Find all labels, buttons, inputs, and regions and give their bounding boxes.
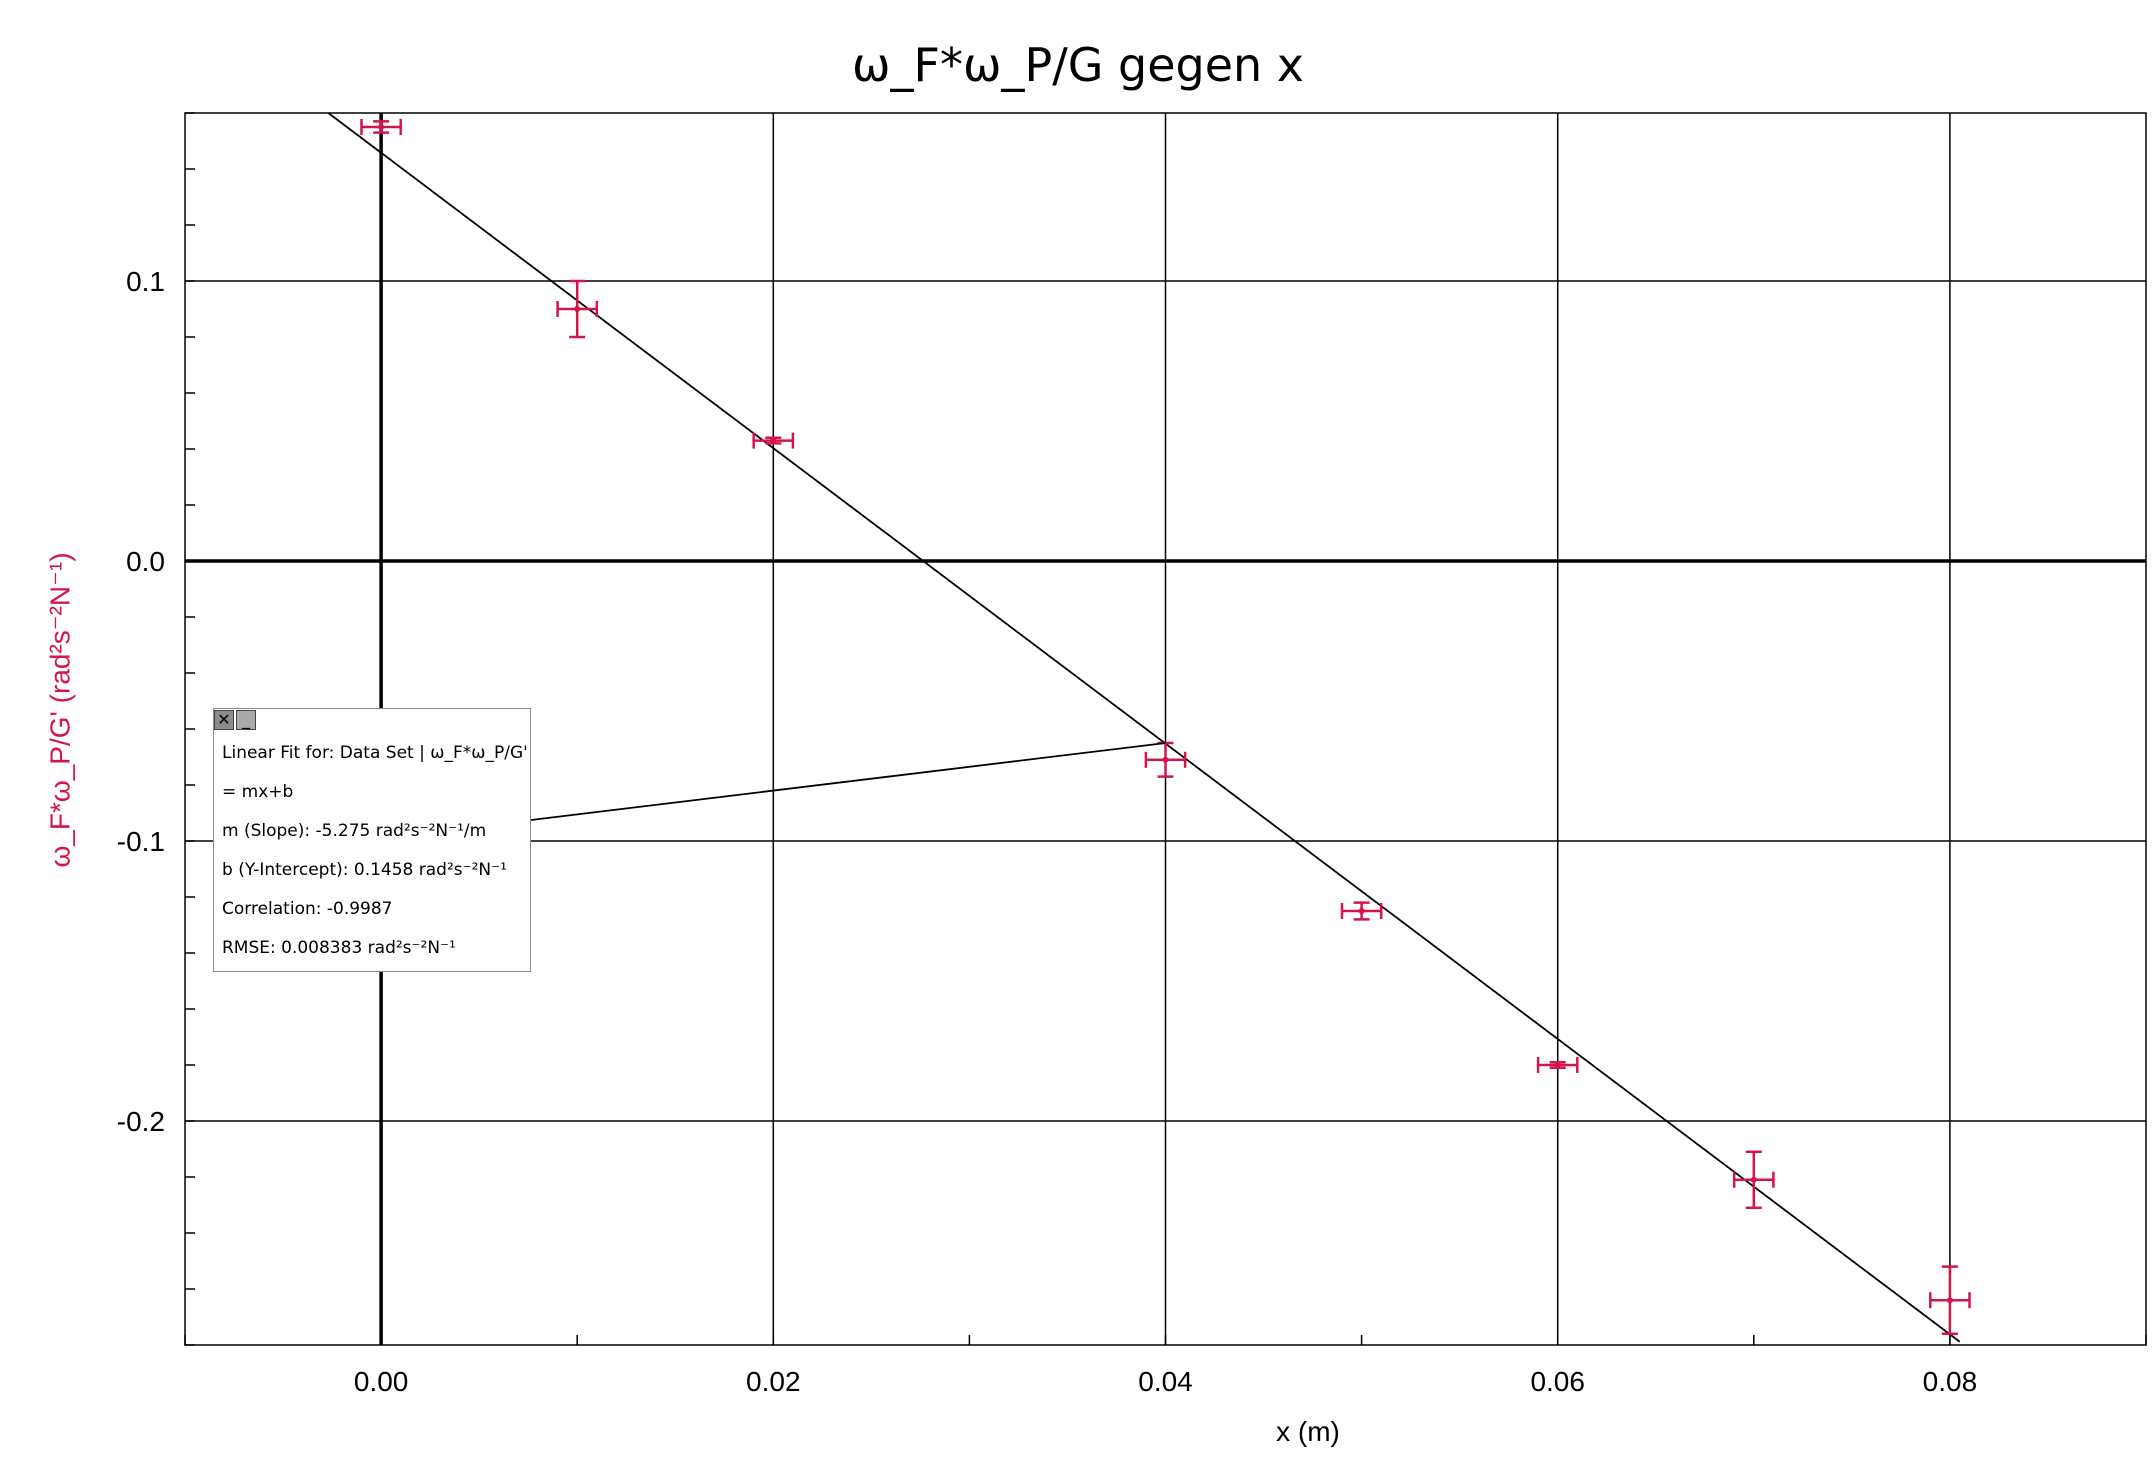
y-tick-label: -0.1 xyxy=(117,826,165,857)
point-marker xyxy=(574,306,581,312)
fit-line xyxy=(327,112,1961,1343)
point-marker xyxy=(1946,1297,1953,1304)
x-tick-label: 0.04 xyxy=(1138,1366,1193,1397)
fit-intercept: b (Y-Intercept): 0.1458 rad²s⁻²N⁻¹ xyxy=(222,860,507,880)
y-tick-label: 0.1 xyxy=(126,266,165,297)
data-point[interactable] xyxy=(1732,1150,1775,1210)
x-axis-label: x (m) xyxy=(1276,1416,1340,1447)
minimize-icon[interactable]: _ xyxy=(236,710,256,730)
fit-slope: m (Slope): -5.275 rad²s⁻²N⁻¹/m xyxy=(222,821,487,841)
annotation-leader xyxy=(530,742,1166,821)
data-point[interactable] xyxy=(556,279,599,339)
chart-title: ω_F*ω_P/G gegen x xyxy=(851,38,1304,92)
linear-fit-annotation[interactable]: ✕ _ Linear Fit for: Data Set | ω_F*ω_P/G… xyxy=(213,708,531,972)
point-marker xyxy=(1358,908,1365,914)
y-tick-label: 0.0 xyxy=(126,546,165,577)
point-marker xyxy=(1554,1062,1561,1068)
x-tick-label: 0.02 xyxy=(746,1366,801,1397)
y-tick-label: -0.2 xyxy=(117,1106,165,1137)
data-points[interactable] xyxy=(360,119,1971,1336)
fit-title: Linear Fit for: Data Set | ω_F*ω_P/G' xyxy=(222,743,528,763)
point-marker xyxy=(770,437,777,444)
x-tick-label: 0.08 xyxy=(1923,1366,1978,1397)
data-point[interactable] xyxy=(360,119,402,135)
data-point[interactable] xyxy=(1144,741,1187,778)
point-marker xyxy=(378,124,385,130)
data-point[interactable] xyxy=(1536,1057,1579,1073)
data-point[interactable] xyxy=(1929,1265,1971,1336)
fit-correlation: Correlation: -0.9987 xyxy=(222,899,393,919)
fit-line-layer xyxy=(327,112,1961,1343)
fit-equation: = mx+b xyxy=(222,782,294,802)
close-icon[interactable]: ✕ xyxy=(214,710,234,730)
point-marker xyxy=(1750,1176,1757,1183)
x-tick-label: 0.00 xyxy=(354,1366,409,1397)
point-marker xyxy=(1162,756,1169,763)
data-point[interactable] xyxy=(752,432,795,449)
annotation-leader-line xyxy=(530,742,1166,821)
data-point[interactable] xyxy=(1340,901,1383,921)
fit-rmse: RMSE: 0.008383 rad²s⁻²N⁻¹ xyxy=(222,938,456,958)
x-tick-label: 0.06 xyxy=(1530,1366,1585,1397)
axes: 0.00 0.02 0.04 0.06 0.08 0.1 0.0 -0.1 -0.2 xyxy=(117,112,2147,1397)
